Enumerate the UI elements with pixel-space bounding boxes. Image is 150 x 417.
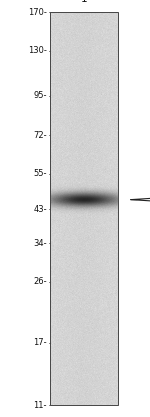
- Text: 43-: 43-: [33, 205, 47, 214]
- Text: 26-: 26-: [33, 277, 47, 286]
- Bar: [50, 12, 118, 405]
- Text: 170-: 170-: [28, 8, 47, 17]
- Text: 55-: 55-: [33, 169, 47, 178]
- Text: 72-: 72-: [33, 131, 47, 140]
- Text: 17-: 17-: [33, 338, 47, 347]
- Text: 34-: 34-: [33, 239, 47, 248]
- Text: 95-: 95-: [33, 91, 47, 100]
- Text: 130-: 130-: [28, 46, 47, 55]
- Text: kDa: kDa: [3, 0, 21, 2]
- Text: 11-: 11-: [33, 400, 47, 409]
- Text: 1: 1: [81, 0, 87, 4]
